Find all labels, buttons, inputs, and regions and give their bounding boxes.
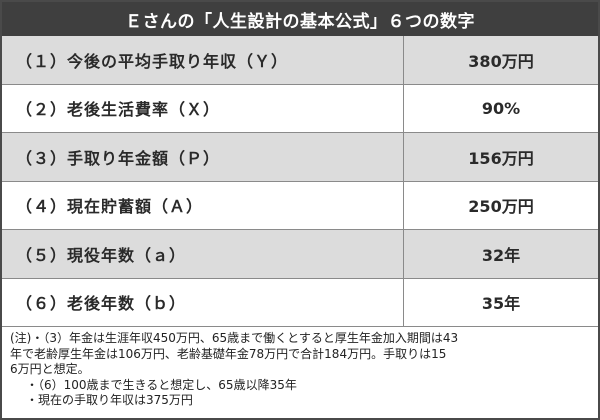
row-label: （６）老後年数（ｂ） xyxy=(2,278,404,326)
row-value: 156万円 xyxy=(468,148,534,168)
row-value: 90% xyxy=(481,98,521,118)
footnote-line: ・（6）100歳まで生きると想定し、65歳以降35年 xyxy=(26,377,297,392)
table-row: （５）現役年数（ａ） 32年 xyxy=(2,230,598,279)
numbers-table: （１）今後の平均手取り年収（Ｙ） 380万円 （２）老後生活費率（Ｘ） 90% … xyxy=(2,36,598,327)
footnote-line: 年で老齢厚生年金は106万円、老齢基礎年金78万円で合計184万円。手取りは15 xyxy=(10,346,447,361)
row-value: 380万円 xyxy=(468,51,534,71)
row-value: 32年 xyxy=(481,245,521,265)
footnote-line: (注)・（3）年金は生涯年収450万円、65歳まで働くとすると厚生年金加入期間は… xyxy=(10,331,459,345)
row-label: （４）現在貯蓄額（Ａ） xyxy=(2,181,404,229)
table-row: （３）手取り年金額（Ｐ） 156万円 xyxy=(2,133,598,182)
table-row: （６）老後年数（ｂ） 35年 xyxy=(2,278,598,327)
table-row: （４）現在貯蓄額（Ａ） 250万円 xyxy=(2,181,598,230)
footnote-line: ・現在の手取り年収は375万円 xyxy=(26,393,193,407)
row-label: （１）今後の平均手取り年収（Ｙ） xyxy=(2,36,404,84)
row-value: 35年 xyxy=(481,294,521,314)
table-row: （１）今後の平均手取り年収（Ｙ） 380万円 xyxy=(2,36,598,85)
row-label: （３）手取り年金額（Ｐ） xyxy=(2,133,404,181)
table-row: （２）老後生活費率（Ｘ） 90% xyxy=(2,84,598,133)
footnotes: (注)・（3）年金は生涯年収450万円、65歳まで働くとすると厚生年金加入期間は… xyxy=(2,327,598,418)
row-label: （２）老後生活費率（Ｘ） xyxy=(2,84,404,132)
footnote-line: 6万円と想定。 xyxy=(10,362,90,376)
row-label: （５）現役年数（ａ） xyxy=(2,230,404,278)
row-value: 250万円 xyxy=(468,197,534,217)
table-title: Ｅさんの「人生設計の基本公式」６つの数字 xyxy=(2,2,598,36)
